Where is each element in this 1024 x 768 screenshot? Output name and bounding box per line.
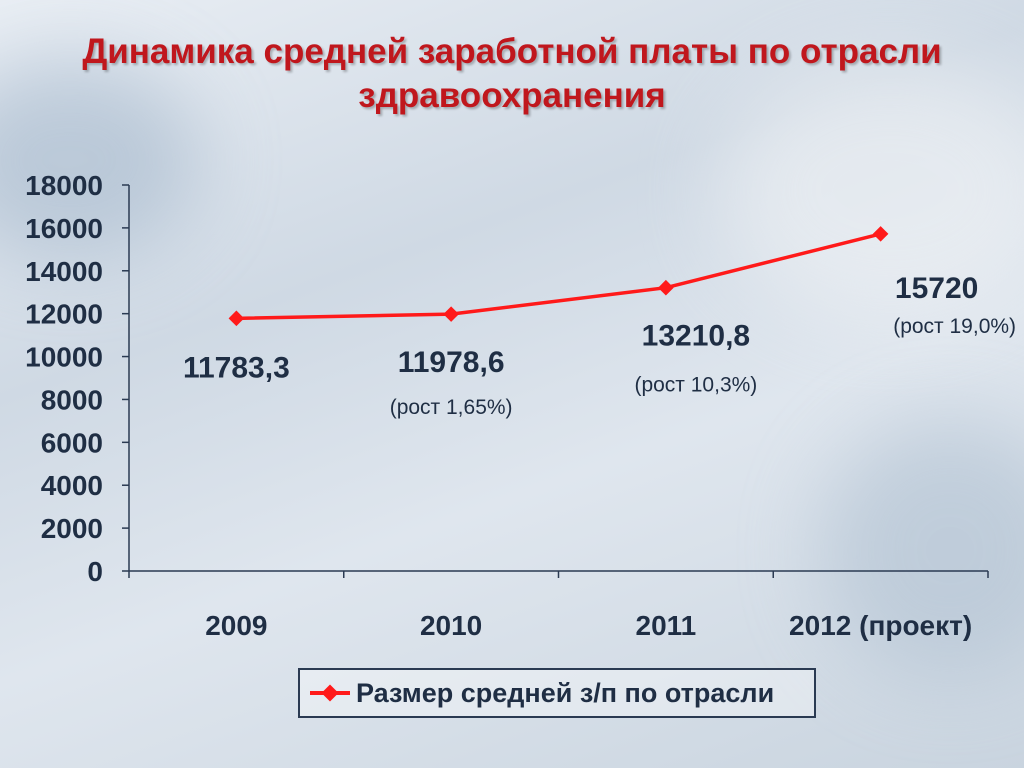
data-label: 11978,6 bbox=[398, 346, 505, 379]
title-line-2: здравоохранения bbox=[358, 76, 666, 115]
x-tick-label: 2009 bbox=[205, 610, 267, 641]
x-tick-label: 2011 bbox=[636, 610, 697, 641]
y-tick-label: 6000 bbox=[41, 427, 103, 458]
growth-label: (рост 19,0%) bbox=[893, 315, 1016, 338]
data-point-marker bbox=[443, 306, 459, 322]
x-tick-label: 2010 bbox=[420, 610, 482, 641]
data-label: 13210,8 bbox=[642, 320, 750, 353]
series-line bbox=[236, 232, 882, 321]
y-tick-label: 2000 bbox=[41, 513, 103, 544]
y-tick-label: 10000 bbox=[25, 342, 103, 373]
y-tick-label: 4000 bbox=[41, 470, 103, 501]
legend-label: Размер средней з/п по отрасли bbox=[356, 677, 775, 708]
growth-label: (рост 10,3%) bbox=[634, 374, 757, 397]
growth-label: (рост 1,65%) bbox=[390, 396, 513, 419]
data-point-marker bbox=[872, 226, 889, 242]
legend-swatch-icon bbox=[310, 684, 350, 702]
chart-title: Динамика средней заработной платы по отр… bbox=[0, 30, 1024, 118]
y-tick-label: 14000 bbox=[25, 256, 103, 287]
y-tick-label: 0 bbox=[87, 556, 103, 587]
data-point-marker bbox=[658, 279, 674, 296]
data-label: 11783,3 bbox=[183, 351, 290, 384]
y-tick-label: 16000 bbox=[25, 213, 103, 244]
y-tick-label: 12000 bbox=[25, 299, 103, 330]
x-tick-label: 2012 (проект) bbox=[789, 610, 972, 641]
y-tick-label: 8000 bbox=[41, 384, 103, 415]
title-line-1: Динамика средней заработной платы по отр… bbox=[82, 32, 942, 71]
y-tick-label: 18000 bbox=[25, 170, 103, 201]
data-point-marker bbox=[228, 310, 245, 327]
data-label: 15720 bbox=[895, 272, 978, 305]
legend: Размер средней з/п по отрасли bbox=[298, 668, 816, 718]
